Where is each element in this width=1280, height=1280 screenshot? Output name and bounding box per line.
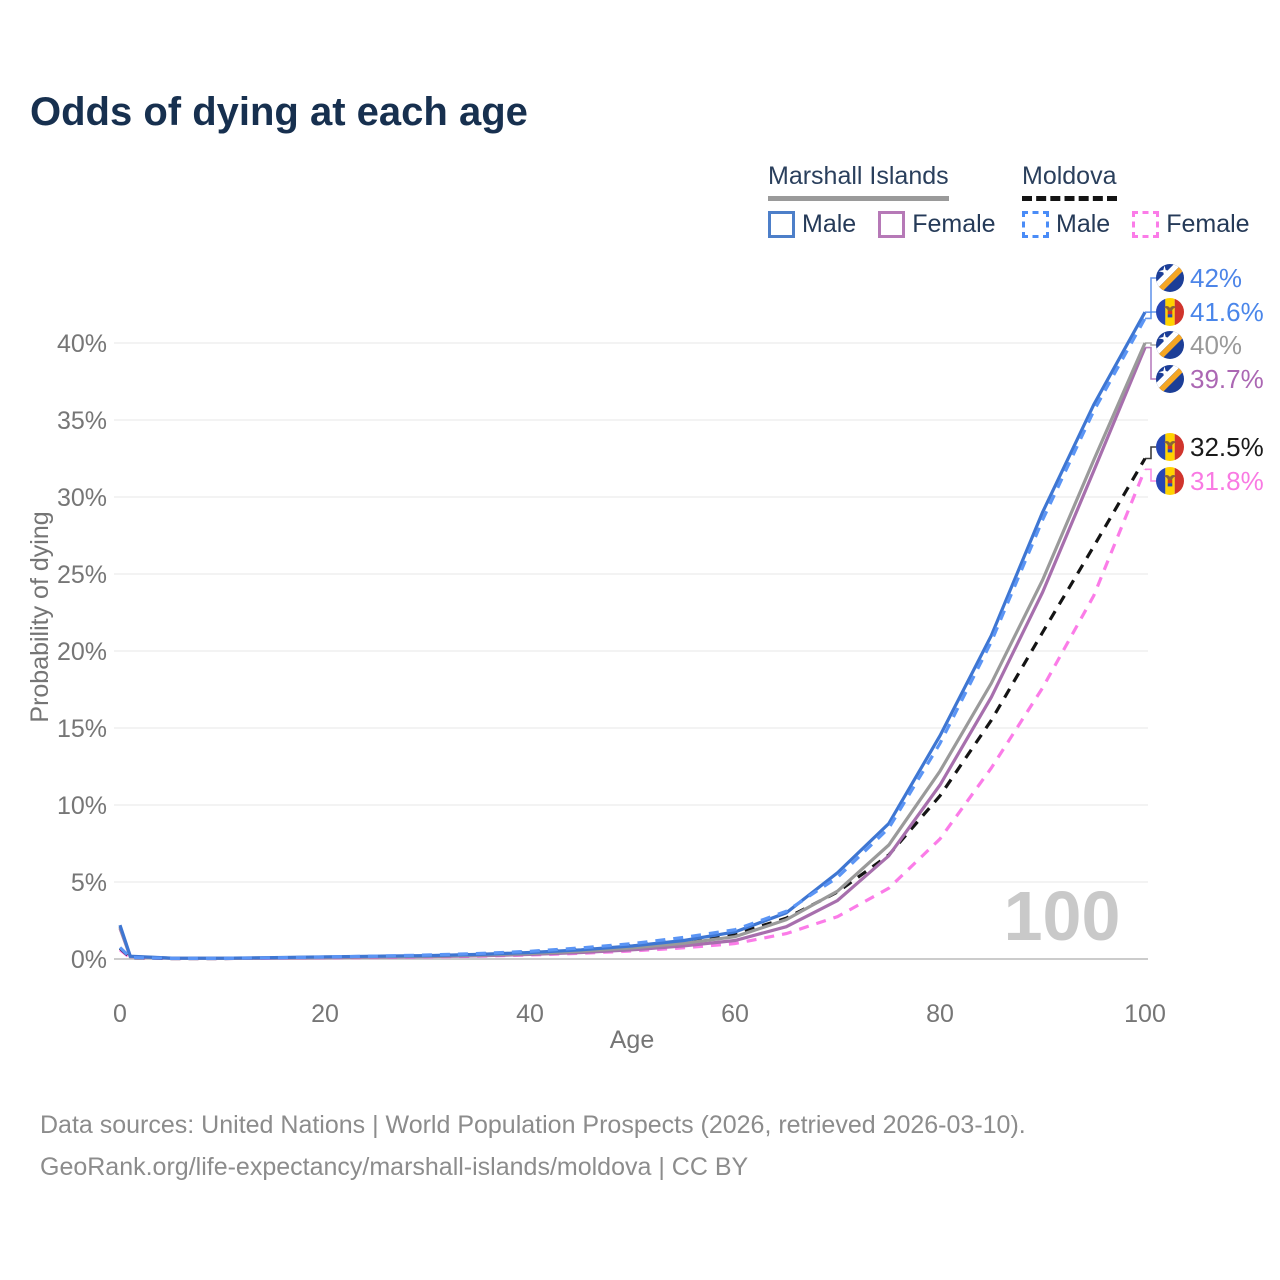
end-label-value: 40% xyxy=(1190,330,1242,360)
flag-marshall-islands-icon xyxy=(1156,365,1184,393)
legend-label-marshall-male: Male xyxy=(802,210,857,238)
end-label-value: 42% xyxy=(1190,263,1242,293)
legend-label-moldova-male: Male xyxy=(1056,210,1111,238)
y-tick-label: 30% xyxy=(57,484,107,512)
end-label-moldova-male: 41.6% xyxy=(1156,297,1264,327)
y-axis-title: Probability of dying xyxy=(26,511,54,722)
legend-label-marshall-female: Female xyxy=(912,210,996,238)
y-tick-label: 5% xyxy=(71,869,107,897)
end-label-connector xyxy=(1145,468,1156,482)
legend-item-moldova-male[interactable]: Male xyxy=(1022,210,1132,239)
footer-source-url: GeoRank.org/life-expectancy/marshall-isl… xyxy=(40,1153,749,1181)
x-tick-label: 40 xyxy=(516,1000,544,1028)
marshall-female-swatch-icon xyxy=(878,211,906,238)
y-tick-label: 15% xyxy=(57,715,107,743)
legend-country-marshall-islands: Marshall Islands xyxy=(768,162,949,201)
end-label-connector xyxy=(1145,346,1156,380)
end-label-connector xyxy=(1145,342,1156,346)
y-tick-label: 20% xyxy=(57,638,107,666)
end-label-value: 32.5% xyxy=(1190,432,1264,462)
x-tick-label: 0 xyxy=(113,1000,127,1028)
x-tick-label: 100 xyxy=(1124,1000,1166,1028)
legend-label-moldova-female: Female xyxy=(1166,210,1250,238)
end-label-connector xyxy=(1145,446,1156,460)
y-tick-label: 25% xyxy=(57,561,107,589)
end-label-marshall-islands-female: 39.7% xyxy=(1156,364,1264,394)
flag-marshall-islands-icon xyxy=(1156,264,1184,292)
flag-moldova-icon xyxy=(1156,298,1184,326)
moldova-male-swatch-icon xyxy=(1022,211,1049,238)
x-tick-label: 60 xyxy=(721,1000,749,1028)
end-label-connector xyxy=(1145,277,1156,313)
y-tick-label: 40% xyxy=(57,330,107,358)
end-label-value: 31.8% xyxy=(1190,466,1264,496)
end-label-value: 39.7% xyxy=(1190,364,1264,394)
legend-item-marshall-female[interactable]: Female xyxy=(878,210,1017,239)
footer: Data sources: United Nations | World Pop… xyxy=(40,1104,1026,1188)
plot-hover-area[interactable] xyxy=(115,255,1148,962)
moldova-female-swatch-icon xyxy=(1132,211,1160,238)
page-title: Odds of dying at each age xyxy=(30,90,528,134)
end-label-moldova-female: 31.8% xyxy=(1156,466,1264,496)
legend-group-moldova: Moldova Male Female xyxy=(1022,162,1272,239)
end-label-marshall-islands-both-sexes: 40% xyxy=(1156,330,1242,360)
age-watermark: 100 xyxy=(1004,877,1121,955)
end-label-connector xyxy=(1145,311,1156,320)
end-label-value: 41.6% xyxy=(1190,297,1264,327)
legend-group-marshall-islands: Marshall Islands Male Female xyxy=(768,162,1018,239)
flag-moldova-icon xyxy=(1156,433,1184,461)
x-axis-title: Age xyxy=(610,1026,654,1054)
end-label-moldova-both-sexes: 32.5% xyxy=(1156,432,1264,462)
legend-item-marshall-male[interactable]: Male xyxy=(768,210,878,239)
series-layer xyxy=(118,311,1147,961)
flag-marshall-islands-icon xyxy=(1156,331,1184,359)
y-tick-label: 10% xyxy=(57,792,107,820)
series-line-moldova-male xyxy=(118,317,1147,960)
footer-data-sources: Data sources: United Nations | World Pop… xyxy=(40,1111,1026,1139)
flag-moldova-icon xyxy=(1156,467,1184,495)
end-label-layer: 42% 41.6%40% 39.7% 32.5% 31.8% xyxy=(1145,263,1264,496)
y-tick-label: 0% xyxy=(71,946,107,974)
marshall-male-swatch-icon xyxy=(768,211,795,238)
x-tick-label: 20 xyxy=(311,1000,339,1028)
legend-country-moldova: Moldova xyxy=(1022,162,1117,201)
end-label-marshall-islands-male: 42% xyxy=(1156,263,1242,293)
x-tick-label: 80 xyxy=(926,1000,954,1028)
y-tick-label: 35% xyxy=(57,407,107,435)
legend-item-moldova-female[interactable]: Female xyxy=(1132,210,1271,239)
